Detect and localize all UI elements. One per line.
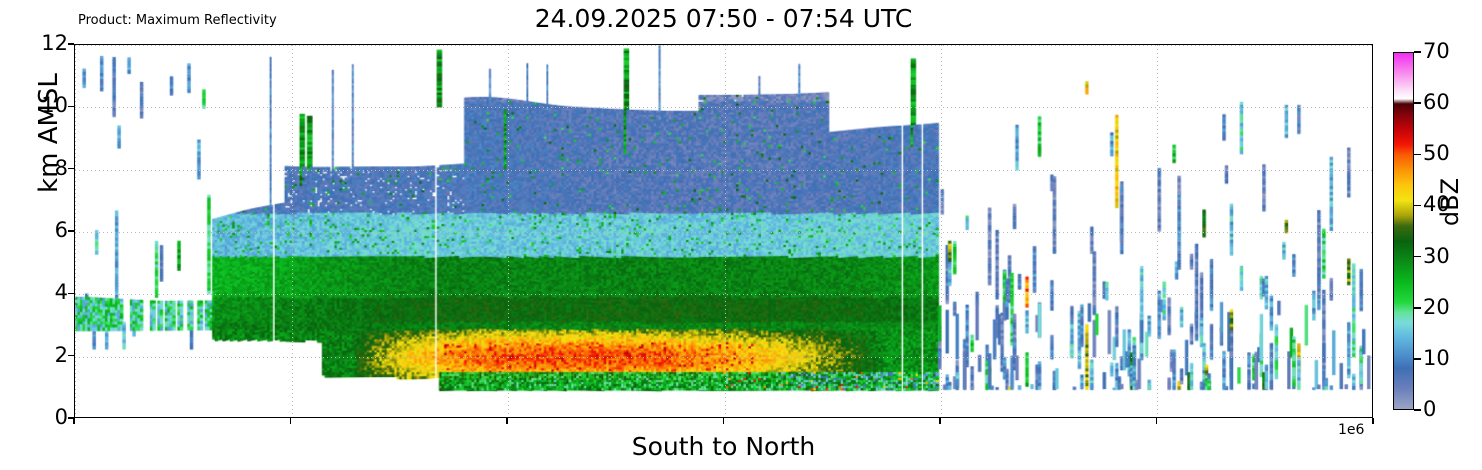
x-tick-mark (73, 418, 75, 424)
gridline-horizontal (75, 45, 1372, 46)
reflectivity-heatmap (75, 45, 1372, 417)
y-tick-mark (68, 167, 74, 170)
gridline-horizontal (75, 294, 1372, 296)
y-axis-label: km AMSL (34, 73, 64, 193)
colorbar-tick-label: 40 (1423, 192, 1450, 217)
gridline-horizontal (75, 169, 1372, 171)
colorbar-tick-label: 70 (1423, 39, 1450, 63)
colorbar-tick-label: 0 (1423, 397, 1437, 421)
colorbar-tick-mark (1414, 153, 1421, 156)
plot-area (74, 44, 1373, 418)
gridline-vertical (291, 45, 293, 417)
y-tick-label: 4 (54, 280, 68, 305)
y-tick-label: 8 (54, 155, 68, 180)
gridline-horizontal (75, 107, 1372, 109)
gridline-vertical (75, 45, 76, 417)
x-tick-mark (1372, 418, 1374, 424)
y-tick-mark (68, 354, 74, 357)
x-axis-exponent: 1e6 (1338, 422, 1365, 438)
gridline-vertical (941, 45, 942, 417)
colorbar-tick-label: 60 (1423, 90, 1450, 115)
y-tick-mark (68, 417, 74, 419)
y-tick-mark (68, 105, 74, 108)
x-tick-mark (722, 418, 725, 424)
y-tick-mark (68, 230, 74, 232)
y-tick-label: 2 (54, 342, 68, 367)
colorbar-tick-mark (1414, 102, 1421, 104)
colorbar-tick-mark (1414, 51, 1421, 53)
y-tick-label: 12 (41, 31, 68, 55)
x-tick-mark (1155, 418, 1158, 424)
gridline-horizontal (75, 356, 1372, 358)
gridline-vertical (1157, 45, 1159, 417)
colorbar-tick-label: 20 (1423, 294, 1450, 319)
gridline-vertical (724, 45, 726, 417)
colorbar-tick-label: 50 (1423, 141, 1450, 166)
y-tick-mark (68, 292, 74, 295)
y-tick-label: 0 (54, 405, 68, 429)
gridline-vertical (507, 45, 509, 417)
gridline-horizontal (75, 232, 1372, 233)
x-tick-mark (939, 418, 941, 424)
colorbar-tick-label: 10 (1423, 345, 1450, 370)
colorbar-tick-mark (1414, 307, 1421, 309)
colorbar-gradient (1393, 52, 1414, 410)
colorbar-tick-mark (1414, 204, 1421, 207)
colorbar-tick-label: 30 (1423, 243, 1450, 268)
product-label: Product: Maximum Reflectivity (78, 13, 277, 28)
colorbar-tick-mark (1414, 409, 1421, 411)
colorbar-tick-mark (1414, 358, 1421, 360)
y-tick-mark (68, 43, 74, 45)
y-tick-label: 6 (54, 218, 68, 242)
x-tick-mark (289, 418, 292, 424)
colorbar (1393, 52, 1414, 410)
colorbar-tick-mark (1414, 255, 1421, 258)
y-tick-label: 10 (41, 93, 68, 118)
page-title: 24.09.2025 07:50 - 07:54 UTC (534, 4, 913, 33)
x-tick-mark (506, 418, 508, 424)
x-axis-label: South to North (631, 432, 816, 461)
